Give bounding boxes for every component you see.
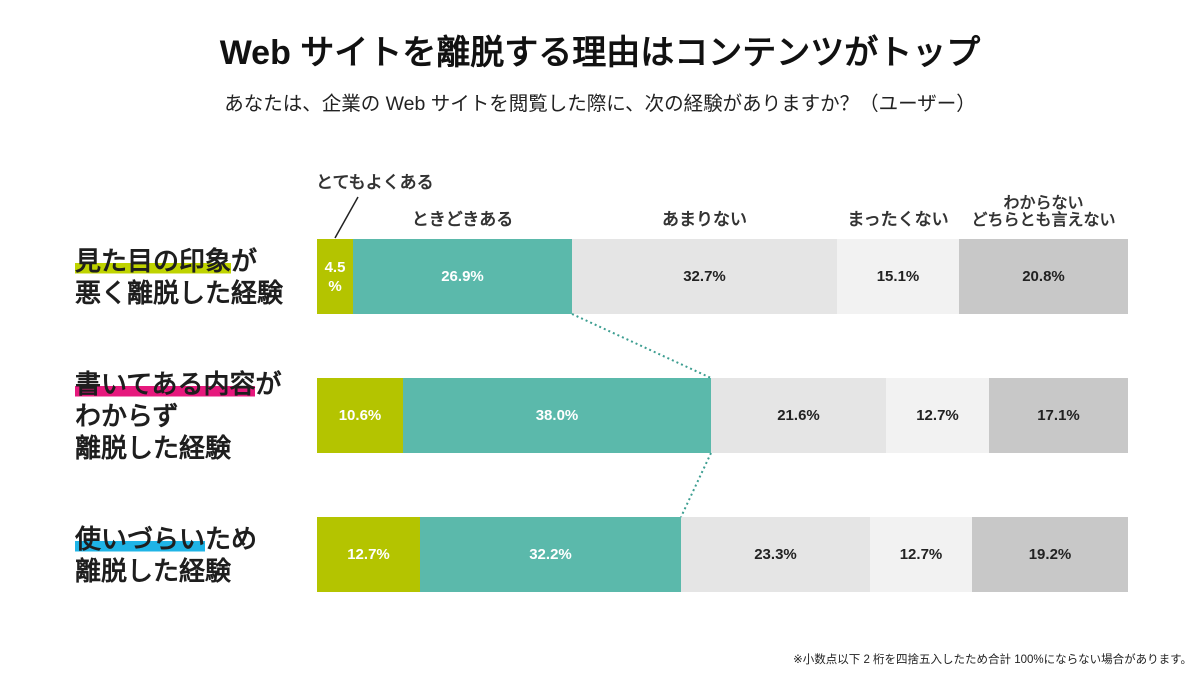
footnote: ※小数点以下 2 桁を四捨五入したため合計 100%にならない場合があります。 — [793, 654, 1192, 666]
bar-segment-2-2: 38.0% — [403, 378, 711, 453]
stacked-bar-1: 4.5 % 26.9% 32.7% 15.1% 20.8% — [317, 239, 1128, 314]
row-label-highlight: 使いづらい — [75, 523, 206, 554]
row-label-highlight: 書いてある内容 — [75, 368, 256, 399]
row-label-text: が — [255, 368, 282, 399]
value-label-2-2: 38.0% — [535, 407, 579, 424]
value-label-1-2: 26.9% — [441, 268, 484, 285]
row-label-line-3: 離脱した経験 — [75, 432, 232, 463]
chart-row-2: 書いてある内容が わからず 離脱した経験 10.6% 38.0% 21.6% 12.7% 17… — [0, 368, 1200, 463]
bar-segment-3-2: 32.2% — [420, 517, 681, 592]
bar-segment-3-1: 12.7% — [317, 517, 420, 592]
row-label-line-1: 書いてある内容が — [75, 368, 281, 400]
value-label-3-1: 12.7% — [347, 546, 390, 563]
row-label-line-1: 見た目の印象が — [75, 245, 283, 277]
bar-segment-1-4: 15.1% — [837, 239, 959, 314]
bar-segment-3-4: 12.7% — [870, 517, 972, 592]
chart-row-1: 見た目の印象が 悪く離脱した経験 4.5 % 26.9% 32.7% 15.1% 20.8% — [0, 239, 1200, 314]
bar-segment-2-1: 10.6% — [317, 378, 403, 453]
chart-row-3: 使いづらいため 離脱した経験 12.7% 32.2% 23.3% 12.7% 19.2% — [0, 517, 1200, 592]
bar-segment-1-1: 4.5 % — [317, 239, 353, 314]
row-label-line-2: 悪く離脱した経験 — [75, 277, 284, 308]
row-label-line-2: わからず — [75, 400, 179, 431]
bar-segment-1-3: 32.7% — [572, 239, 837, 314]
value-label-3-2: 32.2% — [529, 546, 572, 563]
value-label-1-3: 32.7% — [683, 268, 726, 285]
value-label-2-4: 12.7% — [916, 407, 959, 424]
value-label-1-1: 4.5 % — [324, 258, 346, 295]
stacked-bar-2: 10.6% 38.0% 21.6% 12.7% 17.1% — [317, 378, 1128, 453]
row-label-text: ため — [205, 523, 258, 554]
bar-segment-3-5: 19.2% — [972, 517, 1128, 592]
chart-title: Web サイトを離脱する理由はコンテンツがトップ — [219, 34, 981, 72]
row-label-highlight: 見た目の印象 — [75, 245, 232, 276]
chart-subtitle: あなたは、企業の Web サイトを閲覧した際に、次の経験がありますか？（ユーザー… — [224, 93, 976, 115]
bar-segment-3-3: 23.3% — [681, 517, 870, 592]
value-label-3-5: 19.2% — [1028, 546, 1072, 563]
row-label-2: 書いてある内容が わからず 離脱した経験 — [75, 368, 281, 464]
value-label-1-4: 15.1% — [876, 268, 920, 285]
row-label-text: が — [231, 245, 258, 276]
value-label-2-5: 17.1% — [1037, 407, 1080, 424]
value-label-2-1: 10.6% — [338, 407, 382, 424]
bar-segment-1-2: 26.9% — [353, 239, 572, 314]
bar-segment-2-5: 17.1% — [989, 378, 1128, 453]
value-label-3-4: 12.7% — [899, 546, 943, 563]
value-label-3-3: 23.3% — [754, 546, 797, 563]
bar-segment-1-5: 20.8% — [959, 239, 1128, 314]
value-label-1-5: 20.8% — [1022, 268, 1065, 285]
row-label-1: 見た目の印象が 悪く離脱した経験 — [75, 245, 283, 309]
bar-segment-2-4: 12.7% — [886, 378, 989, 453]
row-label-line-2: 離脱した経験 — [75, 555, 232, 586]
bar-segment-2-3: 21.6% — [711, 378, 886, 453]
row-label-line-1: 使いづらいため — [75, 523, 257, 555]
row-label-3: 使いづらいため 離脱した経験 — [75, 523, 257, 587]
value-label-2-3: 21.6% — [777, 407, 820, 424]
stacked-bar-3: 12.7% 32.2% 23.3% 12.7% 19.2% — [317, 517, 1128, 592]
